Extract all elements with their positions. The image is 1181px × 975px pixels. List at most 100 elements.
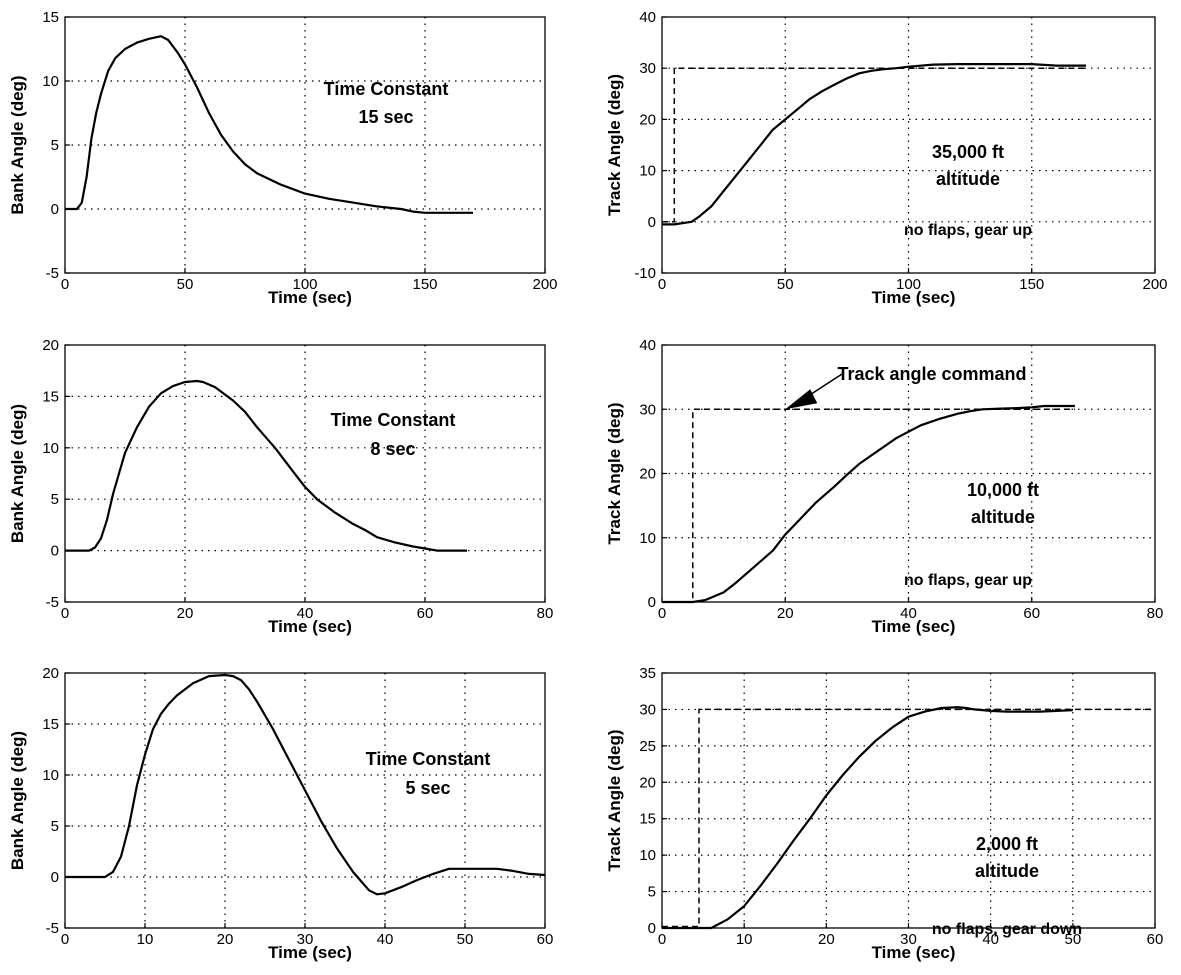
x-tick-label: 50 xyxy=(777,276,794,293)
y-tick-label: 5 xyxy=(51,818,59,835)
y-tick-label: 5 xyxy=(51,491,59,508)
y-tick-label: 15 xyxy=(42,388,59,405)
x-tick-label: 50 xyxy=(457,931,474,948)
annotation: Time Constant xyxy=(324,79,449,99)
x-axis-label: Time (sec) xyxy=(268,617,352,636)
arrow-head-icon xyxy=(785,389,818,410)
x-tick-label: 40 xyxy=(900,605,917,622)
annotation: Time Constant xyxy=(366,749,491,769)
x-tick-label: 100 xyxy=(896,276,921,293)
x-tick-label: 20 xyxy=(818,931,835,948)
y-tick-label: 5 xyxy=(51,137,59,154)
y-tick-label: 0 xyxy=(51,201,59,218)
x-axis-label: Time (sec) xyxy=(872,288,956,307)
annotation: Time Constant xyxy=(331,410,456,430)
y-tick-label: 10 xyxy=(42,440,59,457)
track-angle-command-line xyxy=(662,67,1086,223)
y-tick-label: 30 xyxy=(639,701,656,718)
x-tick-label: 80 xyxy=(537,605,554,622)
y-tick-label: -5 xyxy=(46,594,59,611)
x-axis-label: Time (sec) xyxy=(268,288,352,307)
y-tick-label: 5 xyxy=(648,884,656,901)
annotation: 2,000 ft xyxy=(976,834,1038,854)
y-axis-label: Bank Angle (deg) xyxy=(8,731,27,870)
annotation: altitude xyxy=(971,507,1035,527)
y-tick-label: 35 xyxy=(639,665,656,682)
x-tick-label: 60 xyxy=(1147,931,1164,948)
y-axis-label: Bank Angle (deg) xyxy=(8,75,27,214)
x-axis-label: Time (sec) xyxy=(268,943,352,962)
y-axis-label: Track Angle (deg) xyxy=(605,729,624,871)
bank-angle-line xyxy=(65,35,473,214)
y-tick-label: 0 xyxy=(648,920,656,937)
x-tick-label: 150 xyxy=(412,276,437,293)
x-tick-label: 20 xyxy=(777,605,794,622)
x-tick-label: 50 xyxy=(1064,931,1081,948)
x-tick-label: 0 xyxy=(61,605,69,622)
x-tick-label: 20 xyxy=(217,931,234,948)
x-tick-label: 40 xyxy=(377,931,394,948)
x-tick-label: 0 xyxy=(658,276,666,293)
y-tick-label: 0 xyxy=(648,594,656,611)
y-tick-label: 20 xyxy=(42,337,59,354)
y-tick-label: 10 xyxy=(639,847,656,864)
annotation: altitude xyxy=(975,861,1039,881)
annotation: no flaps, gear down xyxy=(932,921,1082,938)
y-tick-label: 15 xyxy=(639,811,656,828)
track-angle-command-line xyxy=(662,708,1155,928)
annotation: 8 sec xyxy=(370,439,415,459)
x-tick-label: 150 xyxy=(1019,276,1044,293)
x-tick-label: 60 xyxy=(1023,605,1040,622)
x-tick-label: 200 xyxy=(532,276,557,293)
x-tick-label: 100 xyxy=(292,276,317,293)
y-tick-label: -5 xyxy=(46,920,59,937)
annotation: no flaps, gear up xyxy=(904,222,1032,239)
y-tick-label: 10 xyxy=(639,530,656,547)
y-tick-label: 40 xyxy=(639,9,656,26)
annotation: Track angle command xyxy=(837,364,1026,384)
panel-6: 0 10 20 30 40 50 60 0 5 10 15 20 25 30 35 Time (sec) Tra… xyxy=(605,665,1163,962)
y-tick-label: 15 xyxy=(42,9,59,26)
x-tick-label: 0 xyxy=(658,931,666,948)
y-tick-label: 20 xyxy=(42,665,59,682)
plot-frame xyxy=(64,344,546,603)
annotation: 10,000 ft xyxy=(967,480,1039,500)
annotation: 15 sec xyxy=(358,107,413,127)
x-tick-label: 10 xyxy=(137,931,154,948)
x-tick-label: 0 xyxy=(61,931,69,948)
y-tick-label: 10 xyxy=(42,73,59,90)
x-tick-label: 10 xyxy=(736,931,753,948)
y-axis-label: Bank Angle (deg) xyxy=(8,404,27,543)
track-angle-response-line xyxy=(662,706,1073,930)
y-tick-label: 20 xyxy=(639,466,656,483)
x-tick-label: 0 xyxy=(658,605,666,622)
y-tick-label: 0 xyxy=(648,214,656,231)
track-angle-response-line xyxy=(662,62,1086,226)
y-tick-label: 25 xyxy=(639,738,656,755)
y-tick-label: 30 xyxy=(639,401,656,418)
plot-frame xyxy=(661,672,1156,929)
y-tick-label: 15 xyxy=(42,716,59,733)
y-tick-label: 10 xyxy=(42,767,59,784)
annotation: 35,000 ft xyxy=(932,142,1004,162)
x-tick-label: 80 xyxy=(1147,605,1164,622)
x-tick-label: 200 xyxy=(1142,276,1167,293)
annotation: no flaps, gear up xyxy=(904,572,1032,589)
x-axis-label: Time (sec) xyxy=(872,943,956,962)
x-tick-label: 60 xyxy=(417,605,434,622)
bank-angle-line xyxy=(65,673,546,896)
x-tick-label: 20 xyxy=(177,605,194,622)
x-tick-label: 30 xyxy=(297,931,314,948)
y-axis-label: Track Angle (deg) xyxy=(605,402,624,544)
plot-frame xyxy=(64,672,546,929)
x-axis-label: Time (sec) xyxy=(872,617,956,636)
x-tick-label: 0 xyxy=(61,276,69,293)
y-tick-label: 0 xyxy=(51,543,59,560)
x-tick-label: 40 xyxy=(297,605,314,622)
